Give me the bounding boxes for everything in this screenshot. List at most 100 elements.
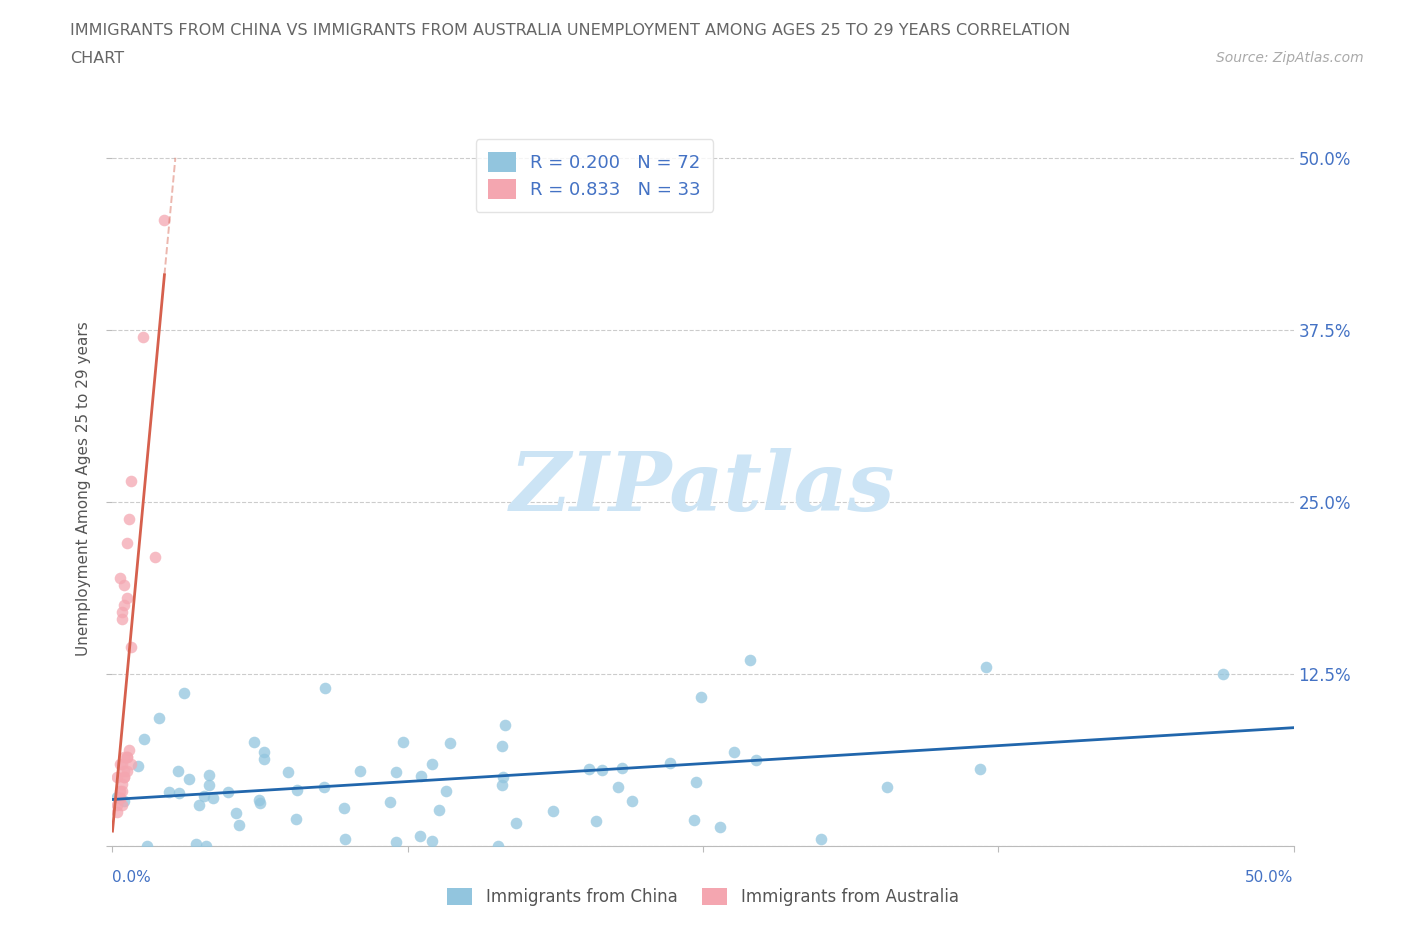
Point bbox=[491, 738, 513, 753]
Point bbox=[277, 765, 299, 780]
Point bbox=[385, 835, 408, 850]
Point bbox=[115, 536, 138, 551]
Point bbox=[143, 550, 166, 565]
Point bbox=[349, 764, 371, 778]
Point bbox=[148, 711, 170, 725]
Point bbox=[578, 762, 600, 777]
Point bbox=[420, 833, 443, 848]
Point bbox=[314, 680, 336, 695]
Point bbox=[253, 751, 276, 766]
Point bbox=[285, 783, 308, 798]
Point bbox=[111, 798, 134, 813]
Point bbox=[621, 793, 644, 808]
Point bbox=[607, 779, 630, 794]
Point bbox=[173, 685, 195, 700]
Point bbox=[434, 784, 457, 799]
Point bbox=[247, 792, 270, 807]
Point bbox=[136, 839, 159, 854]
Point bbox=[252, 744, 274, 759]
Point bbox=[486, 839, 509, 854]
Point bbox=[685, 775, 707, 790]
Point bbox=[427, 803, 450, 817]
Point bbox=[745, 752, 768, 767]
Point bbox=[111, 612, 134, 627]
Point bbox=[709, 819, 731, 834]
Point bbox=[108, 790, 131, 805]
Point bbox=[690, 689, 713, 704]
Point bbox=[585, 814, 607, 829]
Point bbox=[132, 732, 155, 747]
Point bbox=[111, 777, 134, 791]
Point bbox=[249, 795, 271, 810]
Point bbox=[409, 769, 432, 784]
Text: Source: ZipAtlas.com: Source: ZipAtlas.com bbox=[1216, 51, 1364, 65]
Point bbox=[243, 735, 266, 750]
Point bbox=[385, 764, 408, 779]
Point bbox=[285, 811, 308, 826]
Point bbox=[105, 798, 128, 813]
Point bbox=[188, 797, 211, 812]
Point bbox=[153, 212, 176, 227]
Point bbox=[591, 763, 613, 777]
Point bbox=[115, 750, 138, 764]
Point bbox=[1306, 676, 1329, 691]
Text: IMMIGRANTS FROM CHINA VS IMMIGRANTS FROM AUSTRALIA UNEMPLOYMENT AMONG AGES 25 TO: IMMIGRANTS FROM CHINA VS IMMIGRANTS FROM… bbox=[70, 23, 1070, 38]
Point bbox=[494, 718, 516, 733]
Point bbox=[108, 756, 131, 771]
Point bbox=[115, 750, 138, 764]
Point bbox=[115, 591, 138, 605]
Point bbox=[420, 757, 443, 772]
Point bbox=[167, 786, 190, 801]
Point bbox=[120, 756, 142, 771]
Point bbox=[112, 764, 135, 778]
Point bbox=[228, 817, 250, 832]
Point bbox=[312, 779, 335, 794]
Point bbox=[198, 767, 221, 782]
Point bbox=[1212, 667, 1234, 682]
Point bbox=[333, 831, 356, 846]
Point bbox=[193, 789, 215, 804]
Point bbox=[505, 816, 527, 830]
Point bbox=[682, 813, 704, 828]
Point bbox=[194, 839, 217, 854]
Point bbox=[127, 759, 149, 774]
Point bbox=[120, 639, 142, 654]
Point bbox=[217, 784, 239, 799]
Point bbox=[225, 806, 247, 821]
Point bbox=[112, 750, 135, 764]
Point bbox=[112, 770, 135, 785]
Point bbox=[333, 801, 356, 816]
Point bbox=[541, 804, 564, 818]
Point bbox=[439, 736, 461, 751]
Point bbox=[610, 761, 633, 776]
Point bbox=[392, 735, 415, 750]
Point bbox=[111, 604, 134, 619]
Y-axis label: Unemployment Among Ages 25 to 29 years: Unemployment Among Ages 25 to 29 years bbox=[76, 321, 91, 656]
Point bbox=[108, 570, 131, 585]
Point bbox=[198, 777, 221, 792]
Point bbox=[969, 762, 991, 777]
Point bbox=[876, 779, 898, 794]
Point bbox=[492, 770, 515, 785]
Point bbox=[976, 660, 998, 675]
Point bbox=[659, 756, 682, 771]
Legend: Immigrants from China, Immigrants from Australia: Immigrants from China, Immigrants from A… bbox=[440, 882, 966, 913]
Point bbox=[108, 784, 131, 799]
Point bbox=[378, 794, 401, 809]
Point bbox=[118, 742, 141, 757]
Point bbox=[740, 653, 762, 668]
Text: ZIPatlas: ZIPatlas bbox=[510, 448, 896, 528]
Text: 0.0%: 0.0% bbox=[112, 870, 152, 884]
Point bbox=[177, 772, 200, 787]
Point bbox=[409, 829, 432, 844]
Point bbox=[108, 790, 131, 805]
Point bbox=[132, 329, 155, 344]
Point bbox=[202, 790, 225, 805]
Text: CHART: CHART bbox=[70, 51, 124, 66]
Point bbox=[810, 832, 832, 847]
Point bbox=[166, 764, 188, 778]
Point bbox=[115, 764, 138, 778]
Point bbox=[184, 836, 207, 851]
Point bbox=[491, 777, 513, 792]
Point bbox=[120, 474, 142, 489]
